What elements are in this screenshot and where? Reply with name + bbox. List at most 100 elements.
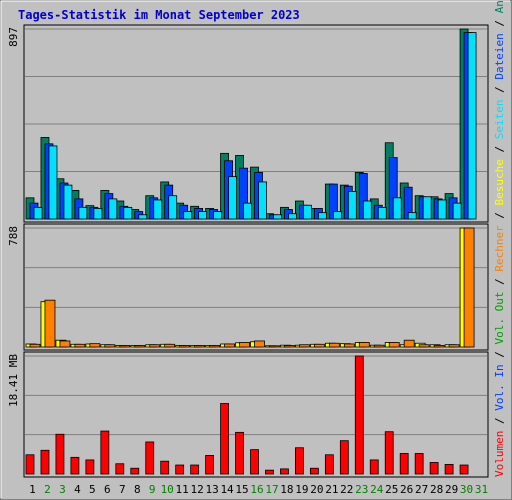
chart-panels: 897 788 18.41 MB bbox=[7, 24, 489, 478]
bar-volumen-day-8 bbox=[130, 467, 140, 475]
legend-item-vol-in: Vol. In bbox=[493, 364, 506, 410]
bar-rechner-day-23 bbox=[358, 342, 370, 348]
bar-volumen-day-1 bbox=[25, 454, 35, 475]
legend-separator: / bbox=[493, 80, 506, 100]
legend-separator: / bbox=[493, 272, 506, 292]
day-label-4: 4 bbox=[74, 483, 81, 496]
bar-rechner-day-25 bbox=[388, 342, 400, 348]
bar-seiten-day-13 bbox=[213, 211, 223, 220]
day-label-17: 17 bbox=[265, 483, 278, 496]
day-label-23: 23 bbox=[355, 483, 368, 496]
bar-seiten-day-8 bbox=[138, 214, 148, 220]
bar-volumen-day-13 bbox=[205, 455, 215, 475]
bar-seiten-day-23 bbox=[362, 200, 372, 220]
bar-volumen-day-22 bbox=[339, 440, 349, 475]
legend: Volumen / Vol. In / Vol. Out / Rechner /… bbox=[493, 0, 506, 477]
day-label-29: 29 bbox=[445, 483, 458, 496]
bar-volumen-day-18 bbox=[280, 468, 289, 475]
day-label-7: 7 bbox=[119, 483, 126, 496]
bar-rechner-day-27 bbox=[418, 344, 430, 348]
day-label-30: 30 bbox=[460, 483, 473, 496]
bar-seiten-day-26 bbox=[407, 212, 417, 220]
bar-seiten-day-20 bbox=[317, 212, 327, 220]
bar-seiten-day-15 bbox=[243, 202, 252, 220]
legend-separator: / bbox=[493, 411, 506, 431]
bar-volumen-day-9 bbox=[145, 441, 155, 475]
bar-volumen-day-21 bbox=[324, 454, 334, 475]
day-label-22: 22 bbox=[340, 483, 353, 496]
bar-rechner-day-18 bbox=[284, 345, 295, 348]
bar-volumen-day-29 bbox=[444, 463, 454, 475]
bar-volumen-day-30 bbox=[459, 464, 469, 475]
panel-bottom: 18.41 MB bbox=[7, 351, 489, 478]
bar-volumen-day-16 bbox=[250, 449, 259, 475]
legend-item-volumen: Volumen bbox=[493, 431, 506, 477]
legend-item-rechner: Rechner bbox=[493, 225, 506, 272]
bar-seiten-day-30 bbox=[467, 32, 477, 220]
day-label-14: 14 bbox=[220, 483, 234, 496]
day-label-24: 24 bbox=[370, 483, 384, 496]
bar-rechner-day-24 bbox=[373, 344, 385, 348]
bar-volumen-day-12 bbox=[190, 464, 200, 475]
bar-rechner-day-14 bbox=[224, 343, 235, 348]
bar-rechner-day-13 bbox=[209, 345, 221, 348]
day-label-6: 6 bbox=[104, 483, 111, 496]
bar-volumen-day-24 bbox=[369, 459, 379, 475]
bar-rechner-day-4 bbox=[74, 343, 86, 348]
bar-rechner-day-19 bbox=[299, 344, 310, 348]
bar-rechner-day-9 bbox=[149, 344, 161, 348]
bar-volumen-day-7 bbox=[115, 463, 125, 475]
bar-rechner-day-21 bbox=[328, 342, 340, 348]
day-label-21: 21 bbox=[325, 483, 338, 496]
day-label-20: 20 bbox=[310, 483, 323, 496]
legend-item-anfragen: Anfragen bbox=[493, 0, 506, 13]
bar-rechner-day-1 bbox=[29, 343, 41, 348]
day-label-11: 11 bbox=[176, 483, 189, 496]
bar-seiten-day-9 bbox=[153, 199, 163, 220]
day-label-16: 16 bbox=[250, 483, 263, 496]
bar-seiten-day-28 bbox=[437, 199, 447, 220]
bar-seiten-day-4 bbox=[78, 206, 88, 220]
day-label-12: 12 bbox=[191, 483, 204, 496]
bar-seiten-day-6 bbox=[108, 198, 118, 220]
bar-seiten-day-12 bbox=[198, 211, 208, 220]
bar-seiten-day-17 bbox=[273, 214, 282, 220]
day-label-18: 18 bbox=[280, 483, 293, 496]
legend-item-dateien: Dateien bbox=[493, 33, 506, 79]
bar-seiten-day-18 bbox=[288, 213, 297, 220]
day-label-5: 5 bbox=[89, 483, 96, 496]
bar-volumen-day-20 bbox=[309, 467, 319, 475]
day-label-3: 3 bbox=[59, 483, 66, 496]
bar-rechner-day-26 bbox=[403, 339, 415, 348]
bar-seiten-day-1 bbox=[33, 206, 43, 220]
legend-separator: / bbox=[493, 139, 506, 159]
bar-rechner-day-28 bbox=[433, 345, 445, 348]
chart-title: Tages-Statistik im Monat September 2023 bbox=[18, 8, 300, 22]
bar-seiten-day-10 bbox=[168, 195, 178, 220]
panel-bottom-max-label: 18.41 MB bbox=[7, 354, 20, 407]
legend-item-seiten: Seiten bbox=[493, 99, 506, 139]
legend-separator: / bbox=[493, 345, 506, 365]
bar-volumen-day-26 bbox=[399, 453, 409, 475]
panel-middle-border bbox=[23, 223, 489, 351]
bar-rechner-day-12 bbox=[194, 345, 206, 348]
bar-rechner-day-29 bbox=[448, 344, 460, 348]
bar-volumen-day-19 bbox=[295, 447, 304, 475]
bar-volumen-day-23 bbox=[354, 355, 364, 475]
legend-separator: / bbox=[493, 13, 506, 33]
bar-seiten-day-22 bbox=[347, 191, 357, 220]
legend-item-vol-out: Vol. Out bbox=[493, 292, 506, 345]
day-label-25: 25 bbox=[385, 483, 398, 496]
panel-middle-max-label: 788 bbox=[7, 226, 20, 246]
panel-middle: 788 bbox=[7, 223, 489, 351]
bar-rechner-day-3 bbox=[59, 340, 71, 348]
bar-seiten-day-27 bbox=[422, 196, 432, 220]
day-label-9: 9 bbox=[149, 483, 156, 496]
day-label-31: 31 bbox=[475, 483, 488, 496]
panel-top-max-label: 897 bbox=[7, 27, 20, 47]
day-label-8: 8 bbox=[134, 483, 141, 496]
bar-seiten-day-11 bbox=[183, 211, 193, 220]
bar-seiten-day-24 bbox=[377, 206, 387, 220]
